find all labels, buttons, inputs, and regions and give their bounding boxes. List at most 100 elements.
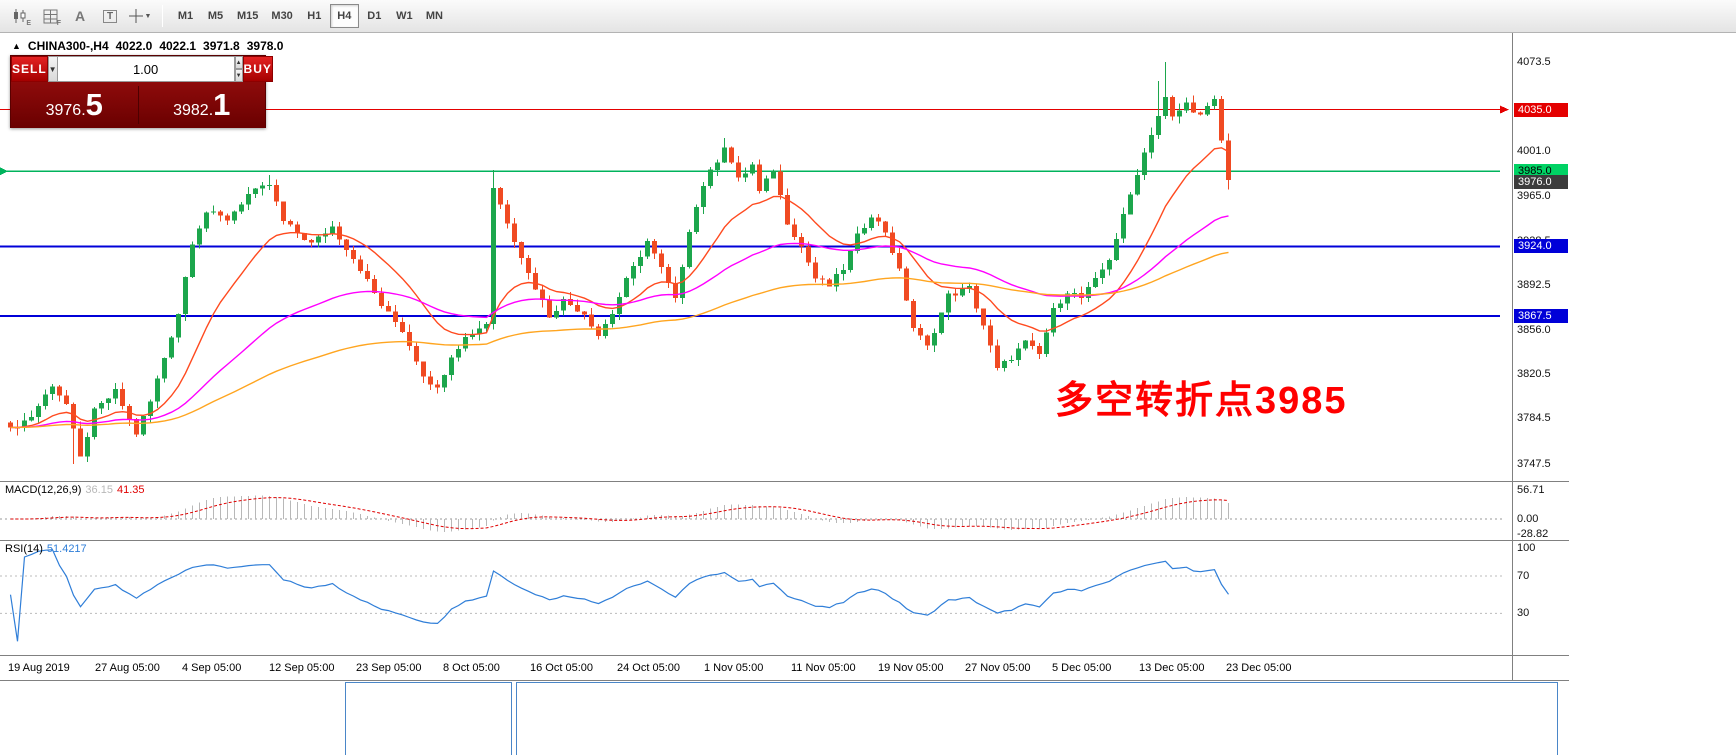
chart-symbol-title: CHINA300-,H4 [27, 39, 109, 53]
text-label-tool-icon[interactable]: T [96, 3, 124, 29]
price-scale[interactable]: 4073.54001.03965.03928.53892.53856.03820… [1513, 33, 1569, 681]
timeframe-group: M1 M5 M15 M30 H1 H4 D1 W1 MN [171, 4, 449, 28]
price-scale-label: 4073.5 [1517, 56, 1551, 68]
rsi-value: 51.4217 [46, 543, 87, 555]
time-axis-label: 19 Nov 05:00 [878, 662, 944, 674]
macd-title: MACD(12,26,9) [5, 484, 82, 496]
time-axis[interactable]: 19 Aug 2019 27 Aug 05:00 4 Sep 05:00 12 Sep… [0, 656, 1512, 681]
macd-label: MACD(12,26,9) 36.15 41.35 [5, 484, 148, 496]
time-axis-label: 27 Aug 05:00 [95, 662, 160, 674]
rsi-label: RSI(14) 51.4217 [5, 543, 91, 555]
ohlc-open: 4022.0 [115, 39, 153, 53]
timeframe-button-m15[interactable]: M15 [231, 4, 264, 28]
volume-decrease-button[interactable]: ▼ [234, 69, 243, 82]
timeframe-button-h1[interactable]: H1 [300, 4, 329, 28]
candles-layer [8, 62, 1231, 464]
price-scale-label: 3892.5 [1517, 279, 1551, 291]
trade-controls-row: SELL ▼ ▲ ▼ BUY [11, 56, 273, 82]
price-scale-label: 3747.5 [1517, 458, 1551, 470]
text-tool-letter: T [102, 9, 118, 23]
docked-window-edge-left [345, 682, 512, 755]
macd-scale-label: 0.00 [1517, 513, 1539, 525]
crosshair-tool-icon[interactable]: ▼ [126, 3, 154, 29]
time-axis-label: 8 Oct 05:00 [443, 662, 500, 674]
docked-window-edge-right [516, 682, 1558, 755]
rsi-scale-label: 30 [1517, 607, 1530, 619]
rsi-panel-plot[interactable] [0, 541, 1512, 655]
rsi-line [9, 549, 1229, 642]
price-badge: 3924.0 [1514, 239, 1568, 253]
time-axis-label: 27 Nov 05:00 [965, 662, 1031, 674]
chart-ohlc-header: ▲ CHINA300-,H4 4022.0 4022.1 3971.8 3978… [12, 39, 283, 53]
price-badge: 4035.0 [1514, 103, 1568, 117]
toolbar-separator [162, 5, 163, 27]
time-axis-label: 1 Nov 05:00 [704, 662, 764, 674]
volume-increase-button[interactable]: ▲ [234, 56, 243, 69]
ohlc-high: 4022.1 [159, 39, 197, 53]
sell-button[interactable]: SELL [11, 56, 48, 82]
icon-sub-label: F [56, 20, 61, 27]
buy-price-display[interactable]: 3982. 1 [139, 87, 266, 123]
buy-button[interactable]: BUY [242, 56, 273, 82]
panel-divider [0, 481, 1569, 482]
toolbar: E F A T ▼ M1 M5 M15 M30 H1 H4 D1 W1 MN [0, 0, 1736, 33]
timeframe-button-h4[interactable]: H4 [329, 4, 359, 28]
price-scale-label: 3784.5 [1517, 412, 1551, 424]
candlestick-chart-icon[interactable]: E [6, 3, 34, 29]
crosshair-glyph [128, 9, 143, 23]
scale-separator [1512, 33, 1513, 681]
price-scale-label: 3965.0 [1517, 190, 1551, 202]
candlestick-glyph [14, 9, 26, 23]
time-axis-label: 19 Aug 2019 [8, 662, 70, 674]
timeframe-button-m5[interactable]: M5 [201, 4, 230, 28]
price-badge: 3976.0 [1514, 175, 1568, 189]
font-tool-icon[interactable]: A [66, 3, 94, 29]
sell-price-prefix: 3976. [45, 102, 86, 119]
rsi-title: RSI(14) [5, 543, 43, 555]
time-axis-label: 24 Oct 05:00 [617, 662, 680, 674]
volume-input[interactable] [57, 56, 235, 82]
time-axis-label: 16 Oct 05:00 [530, 662, 593, 674]
timeframe-button-m30[interactable]: M30 [265, 4, 298, 28]
macd-signal-value: 41.35 [116, 484, 145, 496]
timeframe-button-mn[interactable]: MN [420, 4, 449, 28]
sell-price-display[interactable]: 3976. 5 [11, 87, 138, 123]
time-axis-label: 13 Dec 05:00 [1139, 662, 1205, 674]
price-divider [137, 86, 139, 124]
moving-averages-layer [10, 147, 1229, 429]
timeframe-button-w1[interactable]: W1 [390, 4, 419, 28]
line-start-marker-icon [0, 167, 8, 176]
panel-divider [0, 540, 1569, 541]
volume-dropdown-button[interactable]: ▼ [47, 56, 58, 82]
one-click-expander-icon[interactable]: ▲ [12, 41, 21, 51]
time-axis-label: 11 Nov 05:00 [791, 662, 856, 674]
timeframe-button-d1[interactable]: D1 [360, 4, 389, 28]
panel-divider [0, 655, 1569, 656]
macd-histogram [24, 495, 1229, 532]
time-axis-label: 4 Sep 05:00 [182, 662, 242, 674]
chart-annotation[interactable]: 多空转折点3985 [1055, 380, 1348, 422]
macd-scale-label: 56.71 [1517, 484, 1545, 496]
sell-price-big-digit: 5 [85, 87, 103, 122]
rsi-scale-label: 100 [1517, 542, 1536, 554]
icon-sub-label: E [26, 20, 31, 27]
ma-line-16 [10, 147, 1229, 429]
chart-window: ▲ CHINA300-,H4 4022.0 4022.1 3971.8 3978… [0, 33, 1569, 681]
macd-main-value: 36.15 [85, 484, 113, 496]
macd-signal-line [10, 497, 1229, 530]
price-scale-label: 4001.0 [1517, 145, 1551, 157]
price-badge: 3985.0 [1514, 164, 1568, 178]
price-scale-label: 3820.5 [1517, 368, 1551, 380]
ma-line-110 [10, 251, 1229, 429]
grid-icon[interactable]: F [36, 3, 64, 29]
timeframe-button-m1[interactable]: M1 [171, 4, 200, 28]
one-click-trading-panel: SELL ▼ ▲ ▼ BUY 3976.5 3982.1 [10, 55, 273, 128]
main-chart-plot[interactable] [0, 33, 1512, 481]
buy-price-big-digit: 1 [213, 87, 231, 122]
ma-line-50 [10, 215, 1229, 429]
time-axis-label: 12 Sep 05:00 [269, 662, 335, 674]
ohlc-close: 3978.0 [246, 39, 284, 53]
macd-panel-plot[interactable] [0, 482, 1512, 540]
line-end-arrow-icon [1500, 105, 1509, 114]
